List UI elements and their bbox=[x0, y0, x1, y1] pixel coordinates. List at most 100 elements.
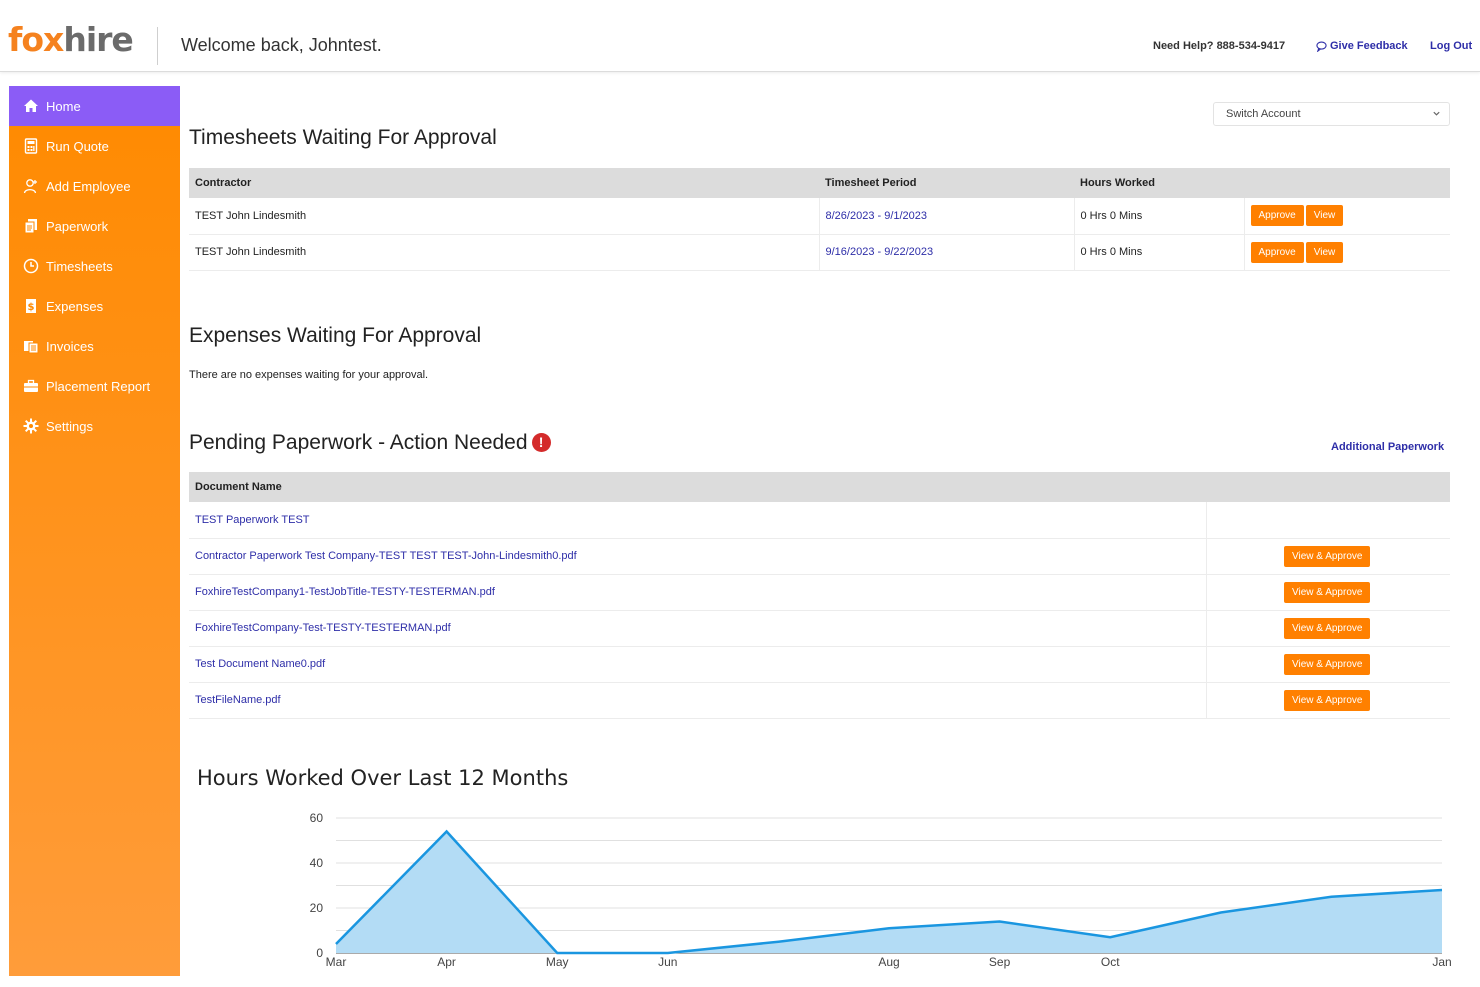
timesheet-period-link[interactable]: 9/16/2023 - 9/22/2023 bbox=[818, 234, 1074, 271]
timesheets-table: Contractor Timesheet Period Hours Worked… bbox=[189, 168, 1450, 271]
paperwork-title-text: Pending Paperwork - Action Needed bbox=[189, 431, 528, 454]
paperwork-section-title: Pending Paperwork - Action Needed! bbox=[189, 431, 551, 455]
view-approve-button[interactable]: View & Approve bbox=[1284, 617, 1371, 639]
switch-account-value: Switch Account bbox=[1226, 108, 1301, 120]
y-tick-label: 0 bbox=[316, 946, 323, 960]
chart-series-line bbox=[335, 829, 1443, 955]
sidebar-item-label: Timesheets bbox=[46, 258, 113, 274]
row-actions: Approve View bbox=[1243, 198, 1450, 235]
chevron-down-icon bbox=[1433, 111, 1440, 116]
row-actions: View & Approve bbox=[1205, 610, 1450, 647]
table-row: TestFileName.pdf View & Approve bbox=[189, 682, 1450, 719]
document-link[interactable]: FoxhireTestCompany-Test-TESTY-TESTERMAN.… bbox=[189, 610, 1206, 647]
view-button[interactable]: View bbox=[1305, 205, 1344, 227]
gear-icon bbox=[23, 418, 39, 434]
x-tick-label: Oct bbox=[1101, 955, 1120, 969]
y-tick-label: 20 bbox=[310, 901, 324, 915]
documents-icon bbox=[24, 219, 37, 234]
sidebar-item-label: Home bbox=[46, 98, 81, 114]
hours-worked: 0 Hrs 0 Mins bbox=[1073, 198, 1244, 235]
table-row: TEST John Lindesmith 9/16/2023 - 9/22/20… bbox=[189, 234, 1450, 271]
view-approve-button[interactable]: View & Approve bbox=[1284, 581, 1371, 603]
sidebar-item-placement-report[interactable]: Placement Report bbox=[9, 366, 180, 406]
sidebar-item-run-quote[interactable]: Run Quote bbox=[9, 126, 180, 166]
chat-bubble-icon bbox=[1316, 41, 1327, 52]
approve-button[interactable]: Approve bbox=[1250, 205, 1304, 227]
sidebar-item-label: Run Quote bbox=[46, 138, 109, 154]
document-link[interactable]: FoxhireTestCompany1-TestJobTitle-TESTY-T… bbox=[189, 574, 1206, 611]
contractor-name: TEST John Lindesmith bbox=[189, 198, 819, 235]
row-actions bbox=[1205, 502, 1450, 539]
contractor-name: TEST John Lindesmith bbox=[189, 234, 819, 271]
logo-fox-text: fox bbox=[8, 20, 64, 59]
additional-paperwork-link[interactable]: Additional Paperwork bbox=[1331, 441, 1445, 453]
approve-button[interactable]: Approve bbox=[1250, 241, 1304, 263]
sidebar-item-expenses[interactable]: $ Expenses bbox=[9, 286, 180, 326]
svg-text:$: $ bbox=[28, 302, 35, 313]
hours-worked: 0 Hrs 0 Mins bbox=[1073, 234, 1244, 271]
timesheet-period-link[interactable]: 8/26/2023 - 9/1/2023 bbox=[818, 198, 1074, 235]
x-tick-label: Apr bbox=[437, 955, 456, 969]
invoice-icon bbox=[24, 341, 39, 354]
sidebar-item-label: Expenses bbox=[46, 298, 104, 314]
welcome-message: Welcome back, Johntest. bbox=[181, 35, 382, 55]
view-approve-button[interactable]: View & Approve bbox=[1284, 653, 1371, 675]
view-approve-button[interactable]: View & Approve bbox=[1284, 689, 1371, 711]
sidebar-item-home[interactable]: Home bbox=[9, 86, 180, 126]
paperwork-table: Document Name TEST Paperwork TEST Contra… bbox=[189, 472, 1450, 719]
top-header: foxhire Welcome back, Johntest. Need Hel… bbox=[0, 0, 1480, 72]
view-button[interactable]: View bbox=[1305, 241, 1344, 263]
header-divider bbox=[157, 27, 158, 65]
column-actions bbox=[1244, 168, 1450, 198]
log-out-link[interactable]: Log Out bbox=[1430, 40, 1473, 52]
sidebar-item-invoices[interactable]: Invoices bbox=[9, 326, 180, 366]
table-row: TEST Paperwork TEST bbox=[189, 502, 1450, 539]
sidebar-item-label: Paperwork bbox=[46, 218, 109, 234]
warning-icon: ! bbox=[531, 433, 551, 452]
document-link[interactable]: TEST Paperwork TEST bbox=[189, 502, 1206, 539]
x-tick-label: Jun bbox=[658, 955, 677, 969]
sidebar-item-paperwork[interactable]: Paperwork bbox=[9, 206, 180, 246]
x-tick-label: May bbox=[546, 955, 569, 969]
give-feedback-link[interactable]: Give Feedback bbox=[1316, 40, 1408, 52]
sidebar-item-settings[interactable]: Settings bbox=[9, 406, 180, 446]
table-row: TEST John Lindesmith 8/26/2023 - 9/1/202… bbox=[189, 198, 1450, 235]
row-actions: Approve View bbox=[1243, 234, 1450, 271]
y-tick-label: 40 bbox=[310, 856, 324, 870]
sidebar-item-add-employee[interactable]: Add Employee bbox=[9, 166, 180, 206]
chart-x-axis: Mar Apr May Jun Aug Sep Oct Jan bbox=[326, 955, 1452, 969]
row-actions: View & Approve bbox=[1205, 538, 1450, 575]
table-row: FoxhireTestCompany1-TestJobTitle-TESTY-T… bbox=[189, 574, 1450, 611]
foxhire-logo[interactable]: foxhire bbox=[8, 20, 134, 60]
briefcase-icon bbox=[24, 379, 38, 392]
no-expenses-message: There are no expenses waiting for your a… bbox=[189, 369, 429, 381]
sidebar-item-label: Settings bbox=[46, 418, 93, 434]
table-row: FoxhireTestCompany-Test-TESTY-TESTERMAN.… bbox=[189, 610, 1450, 647]
view-approve-button[interactable]: View & Approve bbox=[1284, 545, 1371, 567]
row-actions: View & Approve bbox=[1205, 646, 1450, 683]
sidebar-item-label: Add Employee bbox=[46, 178, 131, 194]
switch-account-select[interactable]: Switch Account bbox=[1213, 102, 1450, 126]
table-row: Test Document Name0.pdf View & Approve bbox=[189, 646, 1450, 683]
document-link[interactable]: Contractor Paperwork Test Company-TEST T… bbox=[189, 538, 1206, 575]
chart-y-axis: 0 20 40 60 bbox=[310, 811, 324, 960]
calculator-icon bbox=[24, 138, 38, 154]
x-tick-label: Jan bbox=[1432, 955, 1451, 969]
column-hours-worked: Hours Worked bbox=[1074, 168, 1244, 198]
chart-title: Hours Worked Over Last 12 Months bbox=[197, 766, 569, 790]
document-link[interactable]: TestFileName.pdf bbox=[189, 682, 1206, 719]
expenses-section-title: Expenses Waiting For Approval bbox=[189, 324, 482, 347]
sidebar-item-label: Invoices bbox=[46, 338, 94, 354]
hours-worked-chart: 0 20 40 60 Mar Apr May Jun Aug Sep Oct Jan bbox=[310, 811, 1452, 969]
table-header-row: Document Name bbox=[189, 472, 1450, 502]
document-link[interactable]: Test Document Name0.pdf bbox=[189, 646, 1206, 683]
dollar-document-icon: $ bbox=[26, 299, 36, 313]
timesheets-section-title: Timesheets Waiting For Approval bbox=[189, 126, 497, 149]
clock-icon bbox=[23, 258, 39, 274]
give-feedback-label: Give Feedback bbox=[1330, 40, 1408, 52]
column-contractor: Contractor bbox=[189, 168, 819, 198]
x-tick-label: Aug bbox=[878, 955, 899, 969]
column-actions bbox=[1206, 472, 1450, 502]
sidebar-item-timesheets[interactable]: Timesheets bbox=[9, 246, 180, 286]
row-actions: View & Approve bbox=[1205, 682, 1450, 719]
